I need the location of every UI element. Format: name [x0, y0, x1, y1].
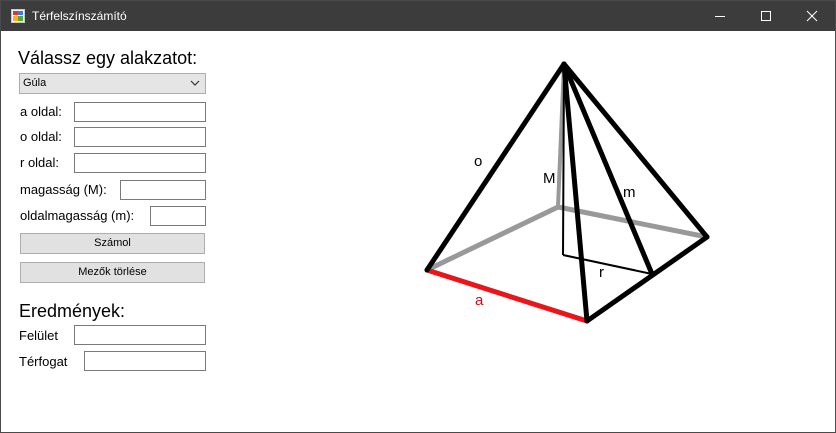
minimize-button[interactable] — [697, 1, 743, 31]
a-side-label: a oldal: — [20, 104, 62, 119]
label-m: m — [623, 184, 636, 201]
lateral-edge-right — [561, 61, 710, 240]
height-input[interactable] — [120, 180, 206, 200]
r-side-label: r oldal: — [20, 155, 60, 170]
height-label: magasság (M): — [20, 182, 107, 197]
hidden-base-edge-left — [424, 204, 561, 273]
maximize-icon — [761, 11, 771, 21]
window-title: Térfelszínszámító — [32, 9, 127, 23]
shape-select[interactable]: Gúla — [19, 73, 206, 94]
inradius-line-r — [562, 254, 653, 275]
slant-height-label: oldalmagasság (m): — [20, 208, 135, 223]
slant-height-line-m — [561, 61, 655, 277]
volume-output[interactable] — [84, 351, 206, 371]
volume-label: Térfogat — [19, 354, 68, 369]
a-side-input[interactable] — [74, 102, 206, 122]
pyramid-diagram: o M m r a — [401, 61, 731, 361]
r-side-input[interactable] — [74, 153, 206, 173]
height-line-M — [562, 63, 565, 256]
surface-output[interactable] — [74, 325, 206, 345]
clear-fields-button[interactable]: Mezők törlése — [20, 262, 205, 283]
label-o: o — [474, 153, 482, 170]
chevron-down-icon — [190, 79, 200, 87]
lateral-edge-o — [424, 61, 567, 273]
slant-height-input[interactable] — [150, 206, 206, 226]
close-icon — [806, 10, 818, 22]
o-side-label: o oldal: — [20, 129, 62, 144]
surface-label: Felület — [19, 328, 59, 343]
lateral-edge-front — [561, 61, 590, 324]
client-area: Válassz egy alakzatot: Gúla a oldal: o o… — [1, 31, 835, 432]
close-button[interactable] — [789, 1, 835, 31]
label-M: M — [543, 170, 556, 187]
maximize-button[interactable] — [743, 1, 789, 31]
results-heading: Eredmények: — [19, 301, 126, 321]
base-edge-a — [424, 267, 590, 324]
shape-heading: Válassz egy alakzatot: — [18, 48, 198, 68]
o-side-input[interactable] — [74, 127, 206, 147]
label-a: a — [475, 292, 484, 309]
minimize-icon — [715, 16, 725, 17]
calculate-button[interactable]: Számol — [20, 233, 205, 254]
app-window-icon — [11, 9, 25, 23]
title-bar[interactable]: Térfelszínszámító — [1, 1, 835, 31]
base-edge-front-right — [584, 234, 710, 324]
label-r: r — [599, 264, 604, 281]
pyramid-svg: o M m r a — [424, 61, 710, 324]
shape-select-value: Gúla — [23, 77, 47, 89]
